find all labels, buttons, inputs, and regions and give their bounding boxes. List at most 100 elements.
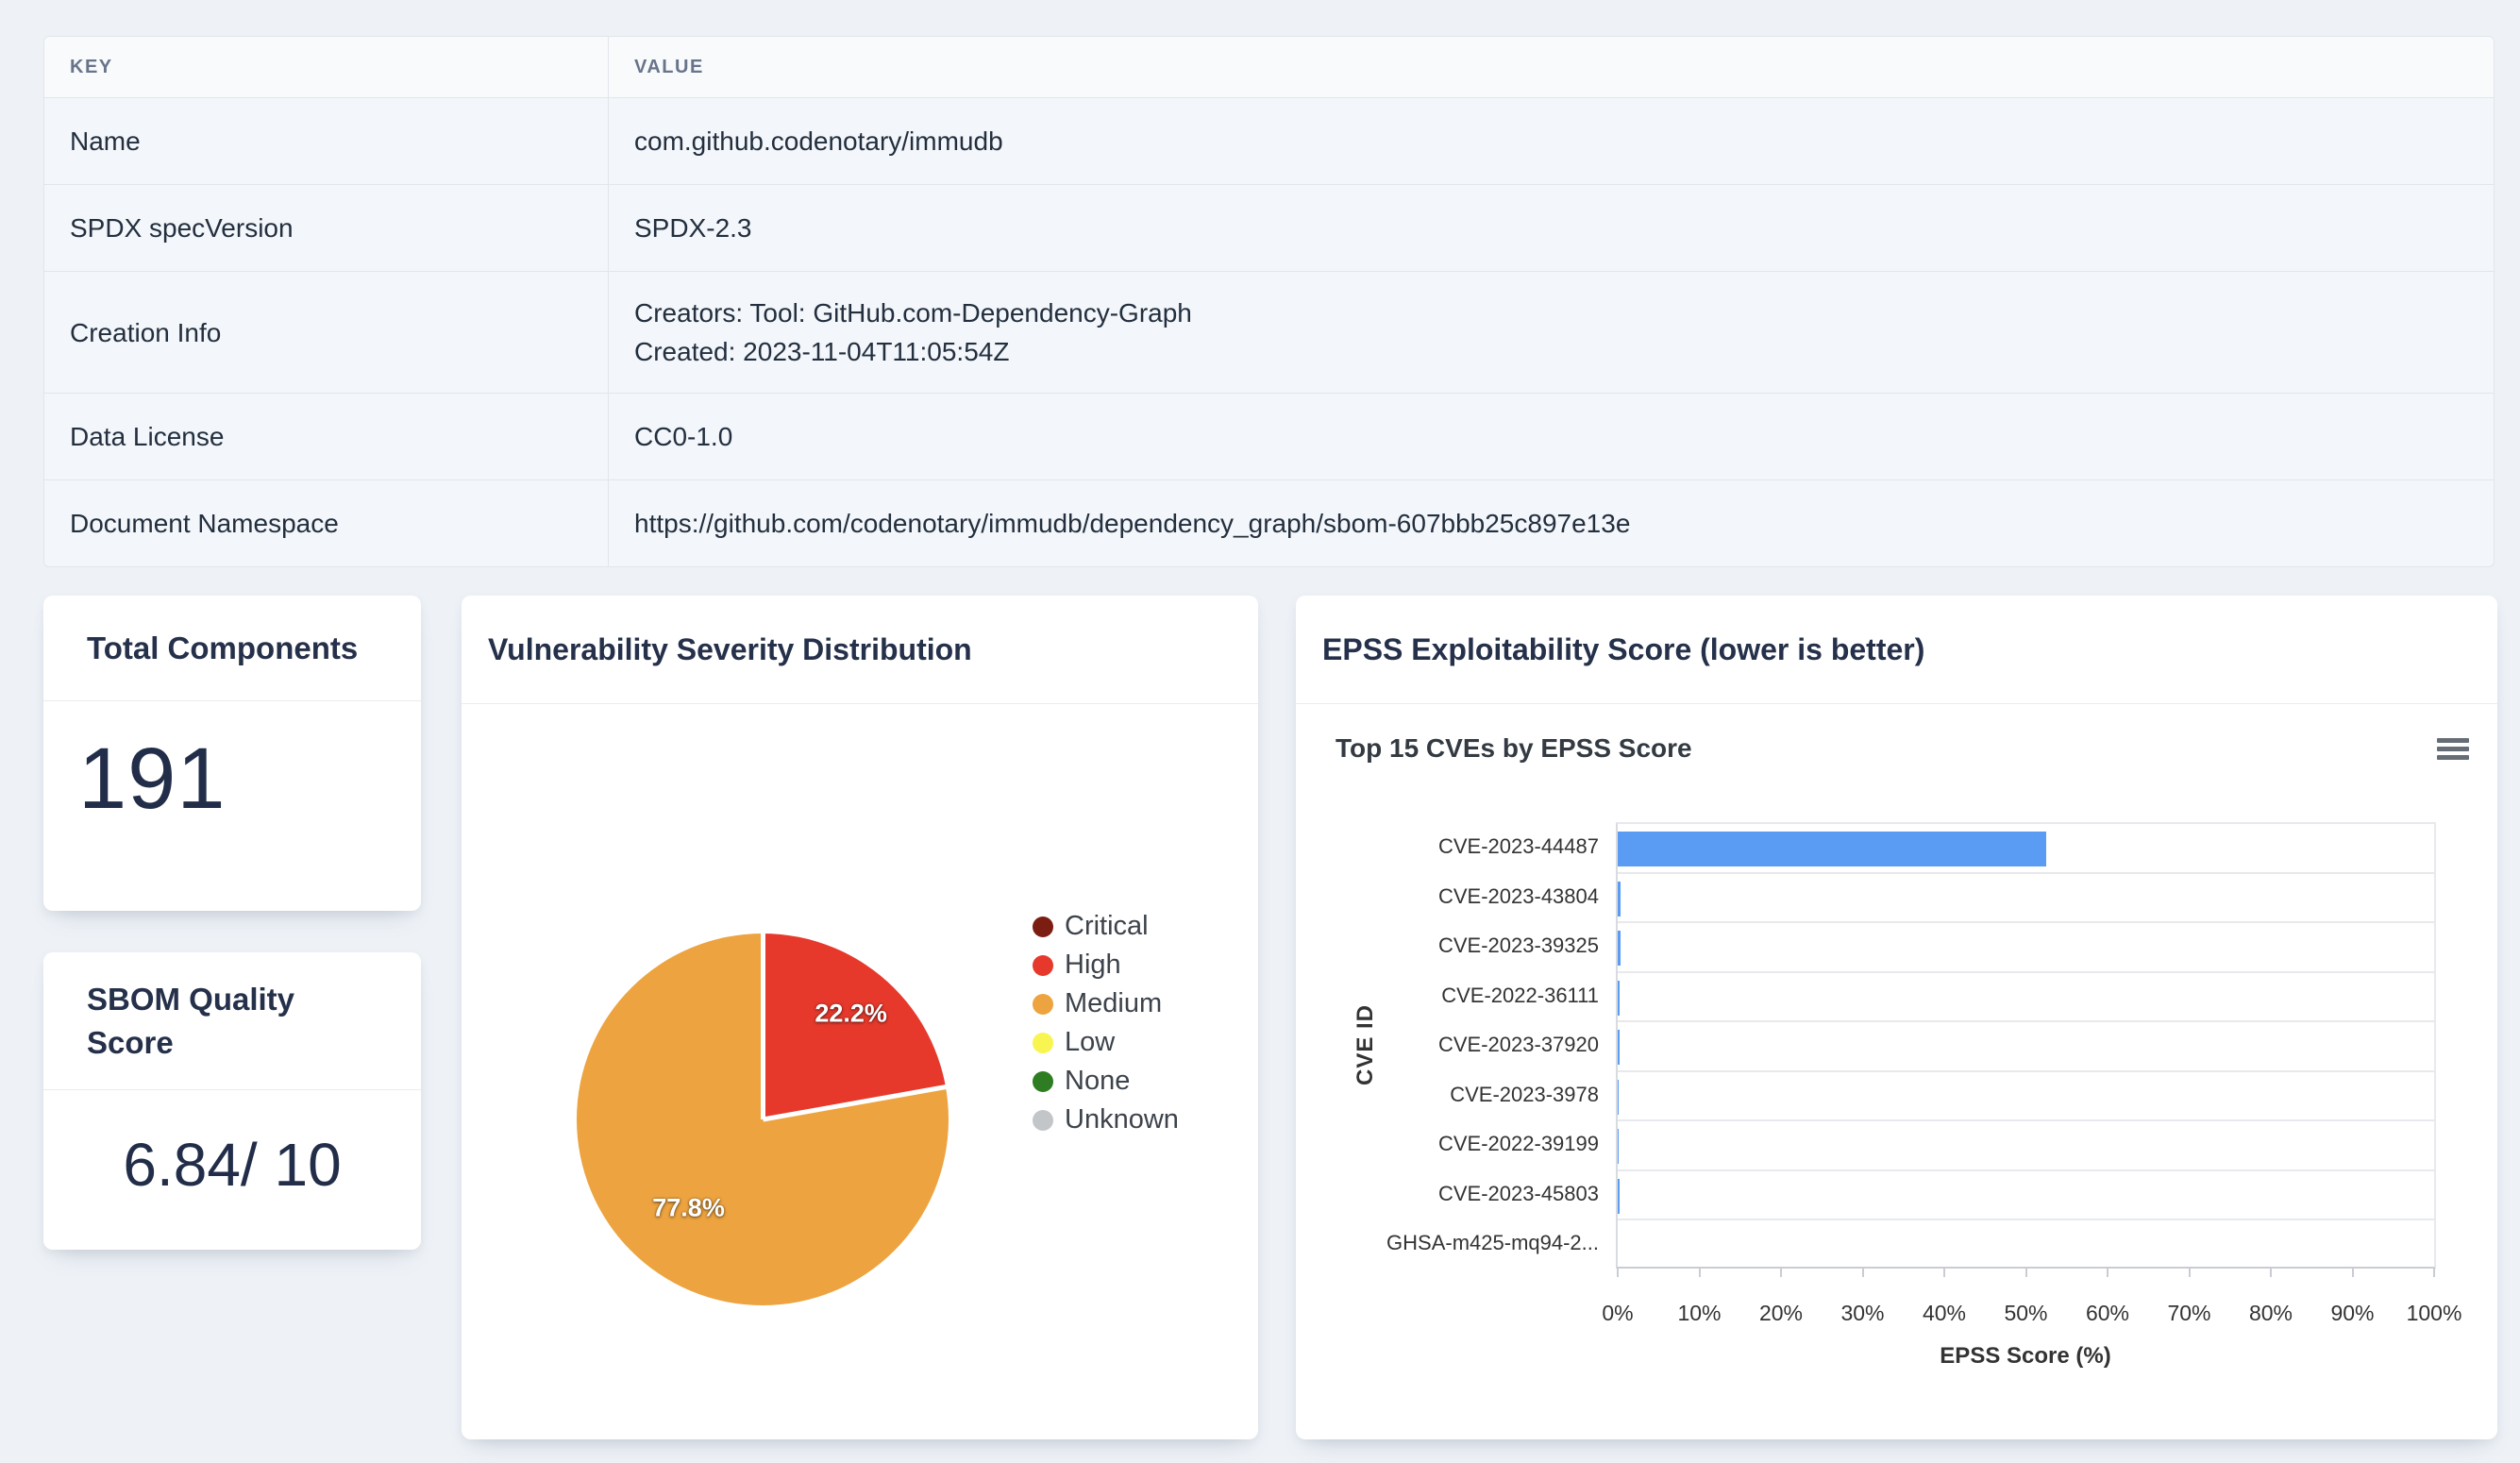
total-components-card: Total Components 191 [43, 596, 421, 911]
total-components-value: 191 [78, 731, 227, 827]
bar-CVE-2022-36111[interactable] [1618, 980, 1620, 1016]
legend-item-critical[interactable]: Critical [1033, 907, 1179, 946]
sbom-quality-header: SBOM Quality Score [43, 952, 421, 1090]
severity-pie-chart: 22.2% 77.8% Critical High Medium Low None Unkn… [462, 596, 1258, 1439]
legend-item-high[interactable]: High [1033, 946, 1179, 984]
table-key-text: Document Namespace [70, 509, 339, 538]
legend-marker-icon [1033, 993, 1053, 1015]
table-value-cell: SPDX-2.3 [609, 185, 2494, 271]
severity-distribution-card: Vulnerability Severity Distribution 22.2… [462, 596, 1258, 1439]
epss-bar-chart: Top 15 CVEs by EPSS Score CVE ID CVE-202… [1296, 596, 2497, 1439]
table-value-line: CC0-1.0 [634, 422, 733, 451]
bar-row [1618, 824, 2434, 874]
table-key-text: Data License [70, 422, 225, 451]
table-value-cell: CC0-1.0 [609, 394, 2494, 479]
x-axis-tick-label: 80% [2248, 1301, 2293, 1325]
x-axis-tick-label: 100% [2406, 1301, 2462, 1325]
severity-panel-header: Vulnerability Severity Distribution [462, 596, 1258, 704]
table-body: Name com.github.codenotary/immudb SPDX spe… [44, 97, 2494, 566]
sbom-quality-value: 6.84/ 10 [123, 1131, 342, 1199]
x-axis-tick [1698, 1269, 1701, 1277]
category-label: CVE-2023-39325 [1437, 933, 1599, 957]
table-value-cell: com.github.codenotary/immudb [609, 98, 2494, 184]
legend-item-unknown[interactable]: Unknown [1033, 1101, 1179, 1139]
table-row: Document Namespace https://github.com/cod… [44, 479, 2494, 566]
x-axis-tick-label: 10% [1677, 1301, 1722, 1325]
epss-chart-heading: Top 15 CVEs by EPSS Score [1336, 733, 1692, 763]
table-key-text: Creation Info [70, 317, 222, 347]
legend-label: None [1065, 1066, 1131, 1096]
legend-marker-icon [1033, 954, 1053, 976]
bar-CVE-2023-37920[interactable] [1618, 1030, 1620, 1065]
hamburger-menu-icon[interactable] [2437, 738, 2469, 760]
legend-item-medium[interactable]: Medium [1033, 984, 1179, 1023]
x-axis-tick [1780, 1269, 1782, 1277]
category-label: CVE-2023-44487 [1437, 834, 1599, 858]
pie-slice-label: 77.8% [652, 1193, 725, 1222]
bar-plot-area [1616, 822, 2436, 1269]
table-row: Creation Info Creators: Tool: GitHub.com-… [44, 271, 2494, 393]
x-axis-tick [1861, 1269, 1864, 1277]
x-axis-tick-label: 40% [1922, 1301, 1967, 1325]
table-key-cell: SPDX specVersion [44, 185, 609, 271]
legend-label: Medium [1065, 988, 1163, 1018]
hamburger-bar [2437, 755, 2469, 760]
bar-CVE-2023-39325[interactable] [1618, 931, 1621, 966]
legend-marker-icon [1033, 1032, 1053, 1053]
table-row: Name com.github.codenotary/immudb [44, 97, 2494, 184]
x-axis-tick [2188, 1269, 2191, 1277]
table-value-cell: Creators: Tool: GitHub.com-Dependency-Gr… [609, 272, 2494, 393]
x-axis-tick [1943, 1269, 1945, 1277]
table-key-cell: Data License [44, 394, 609, 479]
x-axis-tick [2107, 1269, 2108, 1277]
table-row: SPDX specVersion SPDX-2.3 [44, 184, 2494, 271]
x-axis-tick-label: 70% [2167, 1301, 2211, 1325]
bar-row [1618, 973, 2434, 1022]
total-components-title: Total Components [87, 630, 359, 665]
epss-card: EPSS Exploitability Score (lower is bett… [1296, 596, 2497, 1439]
table-value-line: https://github.com/codenotary/immudb/dep… [634, 509, 1631, 538]
hamburger-bar [2437, 747, 2469, 751]
category-label: CVE-2022-39199 [1437, 1132, 1599, 1155]
x-axis-title: EPSS Score (%) [1940, 1343, 2111, 1369]
table-key-text: SPDX specVersion [70, 213, 294, 243]
epss-panel-header: EPSS Exploitability Score (lower is bett… [1296, 596, 2497, 704]
bar-CVE-2023-3978[interactable] [1618, 1079, 1620, 1115]
legend-item-low[interactable]: Low [1033, 1023, 1179, 1062]
table-value-line: Created: 2023-11-04T11:05:54Z [634, 337, 1010, 366]
x-axis-tick-label: 90% [2330, 1301, 2375, 1325]
legend-item-none[interactable]: None [1033, 1062, 1179, 1101]
legend-label: Low [1065, 1027, 1116, 1057]
sbom-quality-title: SBOM Quality Score [87, 981, 295, 1060]
bar-CVE-2023-43804[interactable] [1618, 881, 1621, 916]
total-components-header: Total Components [43, 596, 421, 701]
category-label: CVE-2022-36111 [1441, 983, 1599, 1007]
x-axis-tick [2024, 1269, 2027, 1277]
table-key-cell: Creation Info [44, 272, 609, 393]
bar-CVE-2022-39199[interactable] [1618, 1129, 1620, 1164]
bar-row [1618, 923, 2434, 973]
legend-marker-icon [1033, 1070, 1053, 1092]
legend-label: Critical [1065, 911, 1149, 941]
x-axis-tick-label: 60% [2085, 1301, 2130, 1325]
table-header-value: VALUE [634, 56, 704, 77]
table-header-row: KEY VALUE [44, 37, 2494, 97]
hamburger-bar [2437, 738, 2469, 743]
x-axis-tick [1617, 1269, 1619, 1277]
table-key-cell: Document Namespace [44, 480, 609, 566]
category-label: CVE-2023-37920 [1437, 1033, 1599, 1056]
bar-row [1618, 1072, 2434, 1121]
table-value-line: SPDX-2.3 [634, 213, 752, 243]
bar-CVE-2023-45803[interactable] [1618, 1178, 1620, 1214]
sbom-quality-card: SBOM Quality Score 6.84/ 10 [43, 952, 421, 1250]
bar-CVE-2023-44487[interactable] [1618, 832, 2047, 866]
table-header-key: KEY [44, 37, 609, 97]
table-row: Data License CC0-1.0 [44, 393, 2494, 479]
table-value-line: com.github.codenotary/immudb [634, 126, 1003, 156]
legend-marker-icon [1033, 1109, 1053, 1131]
y-axis-category-labels: CVE-2023-44487 CVE-2023-43804 CVE-2023-393… [1296, 822, 1599, 1269]
category-label: GHSA-m425-mq94-2... [1386, 1231, 1599, 1254]
x-axis-tick-label: 30% [1840, 1301, 1885, 1325]
table-key-text: Name [70, 126, 141, 156]
